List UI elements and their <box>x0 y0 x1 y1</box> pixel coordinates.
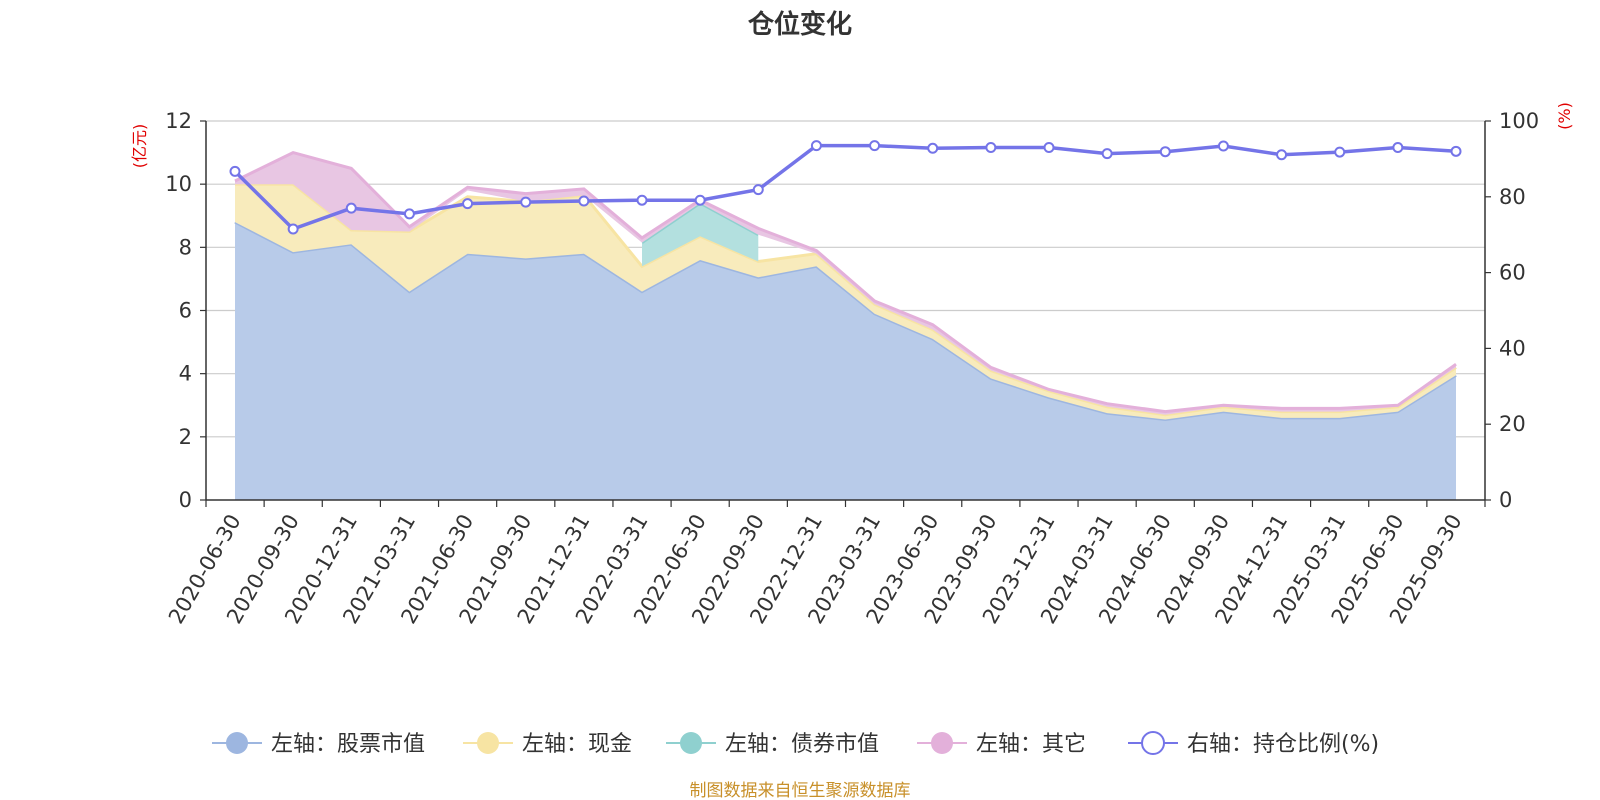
ratio-point <box>636 194 648 206</box>
ratio-point <box>1392 142 1404 154</box>
ratio-point <box>869 140 881 152</box>
ratio-point <box>1450 145 1462 157</box>
area-左轴：债券市值 <box>642 203 759 267</box>
legend-item[interactable]: 左轴：股票市值 <box>212 732 425 757</box>
area-左轴：股票市值 <box>235 222 1456 500</box>
legend-marker <box>477 732 499 754</box>
right-axis-tick-label: 100 <box>1499 109 1539 133</box>
right-axis-unit: (%) <box>1555 102 1574 130</box>
ratio-point <box>1101 148 1113 160</box>
ratio-point <box>694 194 706 206</box>
legend-label: 左轴：股票市值 <box>271 732 425 757</box>
legend[interactable]: 左轴：股票市值 左轴：现金 左轴：债券市值 左轴：其它 右轴：持仓比例(%) <box>212 731 1379 757</box>
legend-label: 右轴：持仓比例(%) <box>1187 732 1379 757</box>
area-左轴：其它 <box>235 152 1456 415</box>
ratio-point <box>1334 146 1346 158</box>
legend-marker <box>931 732 953 754</box>
right-axis-tick-label: 0 <box>1499 488 1512 512</box>
legend-item[interactable]: 右轴：持仓比例(%) <box>1128 731 1379 757</box>
legend-label: 左轴：其它 <box>976 732 1086 757</box>
left-axis-tick-label: 10 <box>165 172 192 196</box>
data-source-note: 制图数据来自恒生聚源数据库 <box>690 781 911 800</box>
ratio-point <box>752 184 764 196</box>
stacked-areas <box>234 151 1457 500</box>
legend-marker <box>680 732 702 754</box>
ratio-point <box>1159 146 1171 158</box>
ratio-point <box>985 142 997 154</box>
ratio-point <box>1043 142 1055 154</box>
left-axis-tick-label: 2 <box>179 425 192 449</box>
left-axis-tick-label: 6 <box>179 299 192 323</box>
ratio-line-series <box>229 140 1462 235</box>
left-axis-tick-label: 12 <box>165 109 192 133</box>
left-axis-tick-label: 4 <box>179 362 192 386</box>
left-axis-unit: (亿元) <box>130 124 149 169</box>
ratio-point <box>1217 140 1229 152</box>
right-axis-tick-label: 80 <box>1499 185 1526 209</box>
left-axis-tick-label: 0 <box>179 488 192 512</box>
legend-label: 左轴：现金 <box>522 732 632 757</box>
right-axis-tick-label: 40 <box>1499 336 1526 360</box>
legend-item[interactable]: 左轴：现金 <box>463 732 632 757</box>
ratio-point <box>1276 149 1288 161</box>
ratio-point <box>927 142 939 154</box>
legend-marker <box>226 732 248 754</box>
legend-item[interactable]: 左轴：债券市值 <box>666 732 879 757</box>
legend-label: 左轴：债券市值 <box>725 732 879 757</box>
ratio-point <box>462 198 474 210</box>
ratio-point <box>403 208 415 220</box>
ratio-point <box>287 223 299 235</box>
right-axis-tick-label: 60 <box>1499 261 1526 285</box>
legend-marker <box>1141 731 1165 755</box>
chart-title: 仓位变化 <box>747 9 852 40</box>
area-左轴：现金 <box>235 184 1456 420</box>
ratio-point <box>520 196 532 208</box>
ratio-line <box>233 143 1457 232</box>
right-axis-tick-label: 20 <box>1499 412 1526 436</box>
ratio-point <box>345 202 357 214</box>
ratio-point <box>578 195 590 207</box>
area-edge-左轴：现金 <box>235 182 1457 417</box>
ratio-point <box>810 140 822 152</box>
left-axis-tick-label: 8 <box>179 235 192 259</box>
legend-item[interactable]: 左轴：其它 <box>917 732 1086 757</box>
ratio-point <box>229 165 241 177</box>
